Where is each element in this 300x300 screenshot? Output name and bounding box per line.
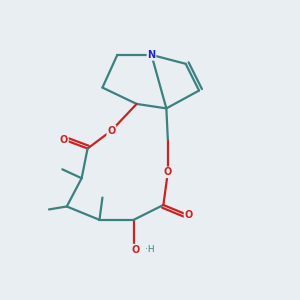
Text: N: N: [147, 50, 155, 60]
Text: O: O: [131, 244, 139, 255]
Text: ·H: ·H: [145, 245, 155, 254]
Text: O: O: [164, 167, 172, 177]
Text: O: O: [184, 210, 193, 220]
Text: O: O: [60, 135, 68, 145]
Text: O: O: [107, 126, 116, 136]
